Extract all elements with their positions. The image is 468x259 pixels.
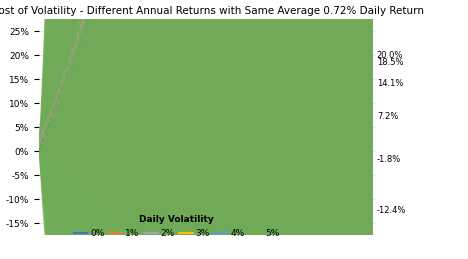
Text: 20.0%: 20.0% (377, 51, 403, 60)
Legend: 0%, 1%, 2%, 3%, 4%, 5%: 0%, 1%, 2%, 3%, 4%, 5% (70, 212, 284, 241)
Title: Cost of Volatility - Different Annual Returns with Same Average 0.72% Daily Retu: Cost of Volatility - Different Annual Re… (0, 5, 424, 16)
Text: 18.5%: 18.5% (377, 58, 403, 67)
Text: 7.2%: 7.2% (377, 112, 398, 121)
Text: -1.8%: -1.8% (377, 155, 401, 164)
Text: 14.1%: 14.1% (377, 79, 403, 88)
Text: -12.4%: -12.4% (377, 206, 406, 215)
